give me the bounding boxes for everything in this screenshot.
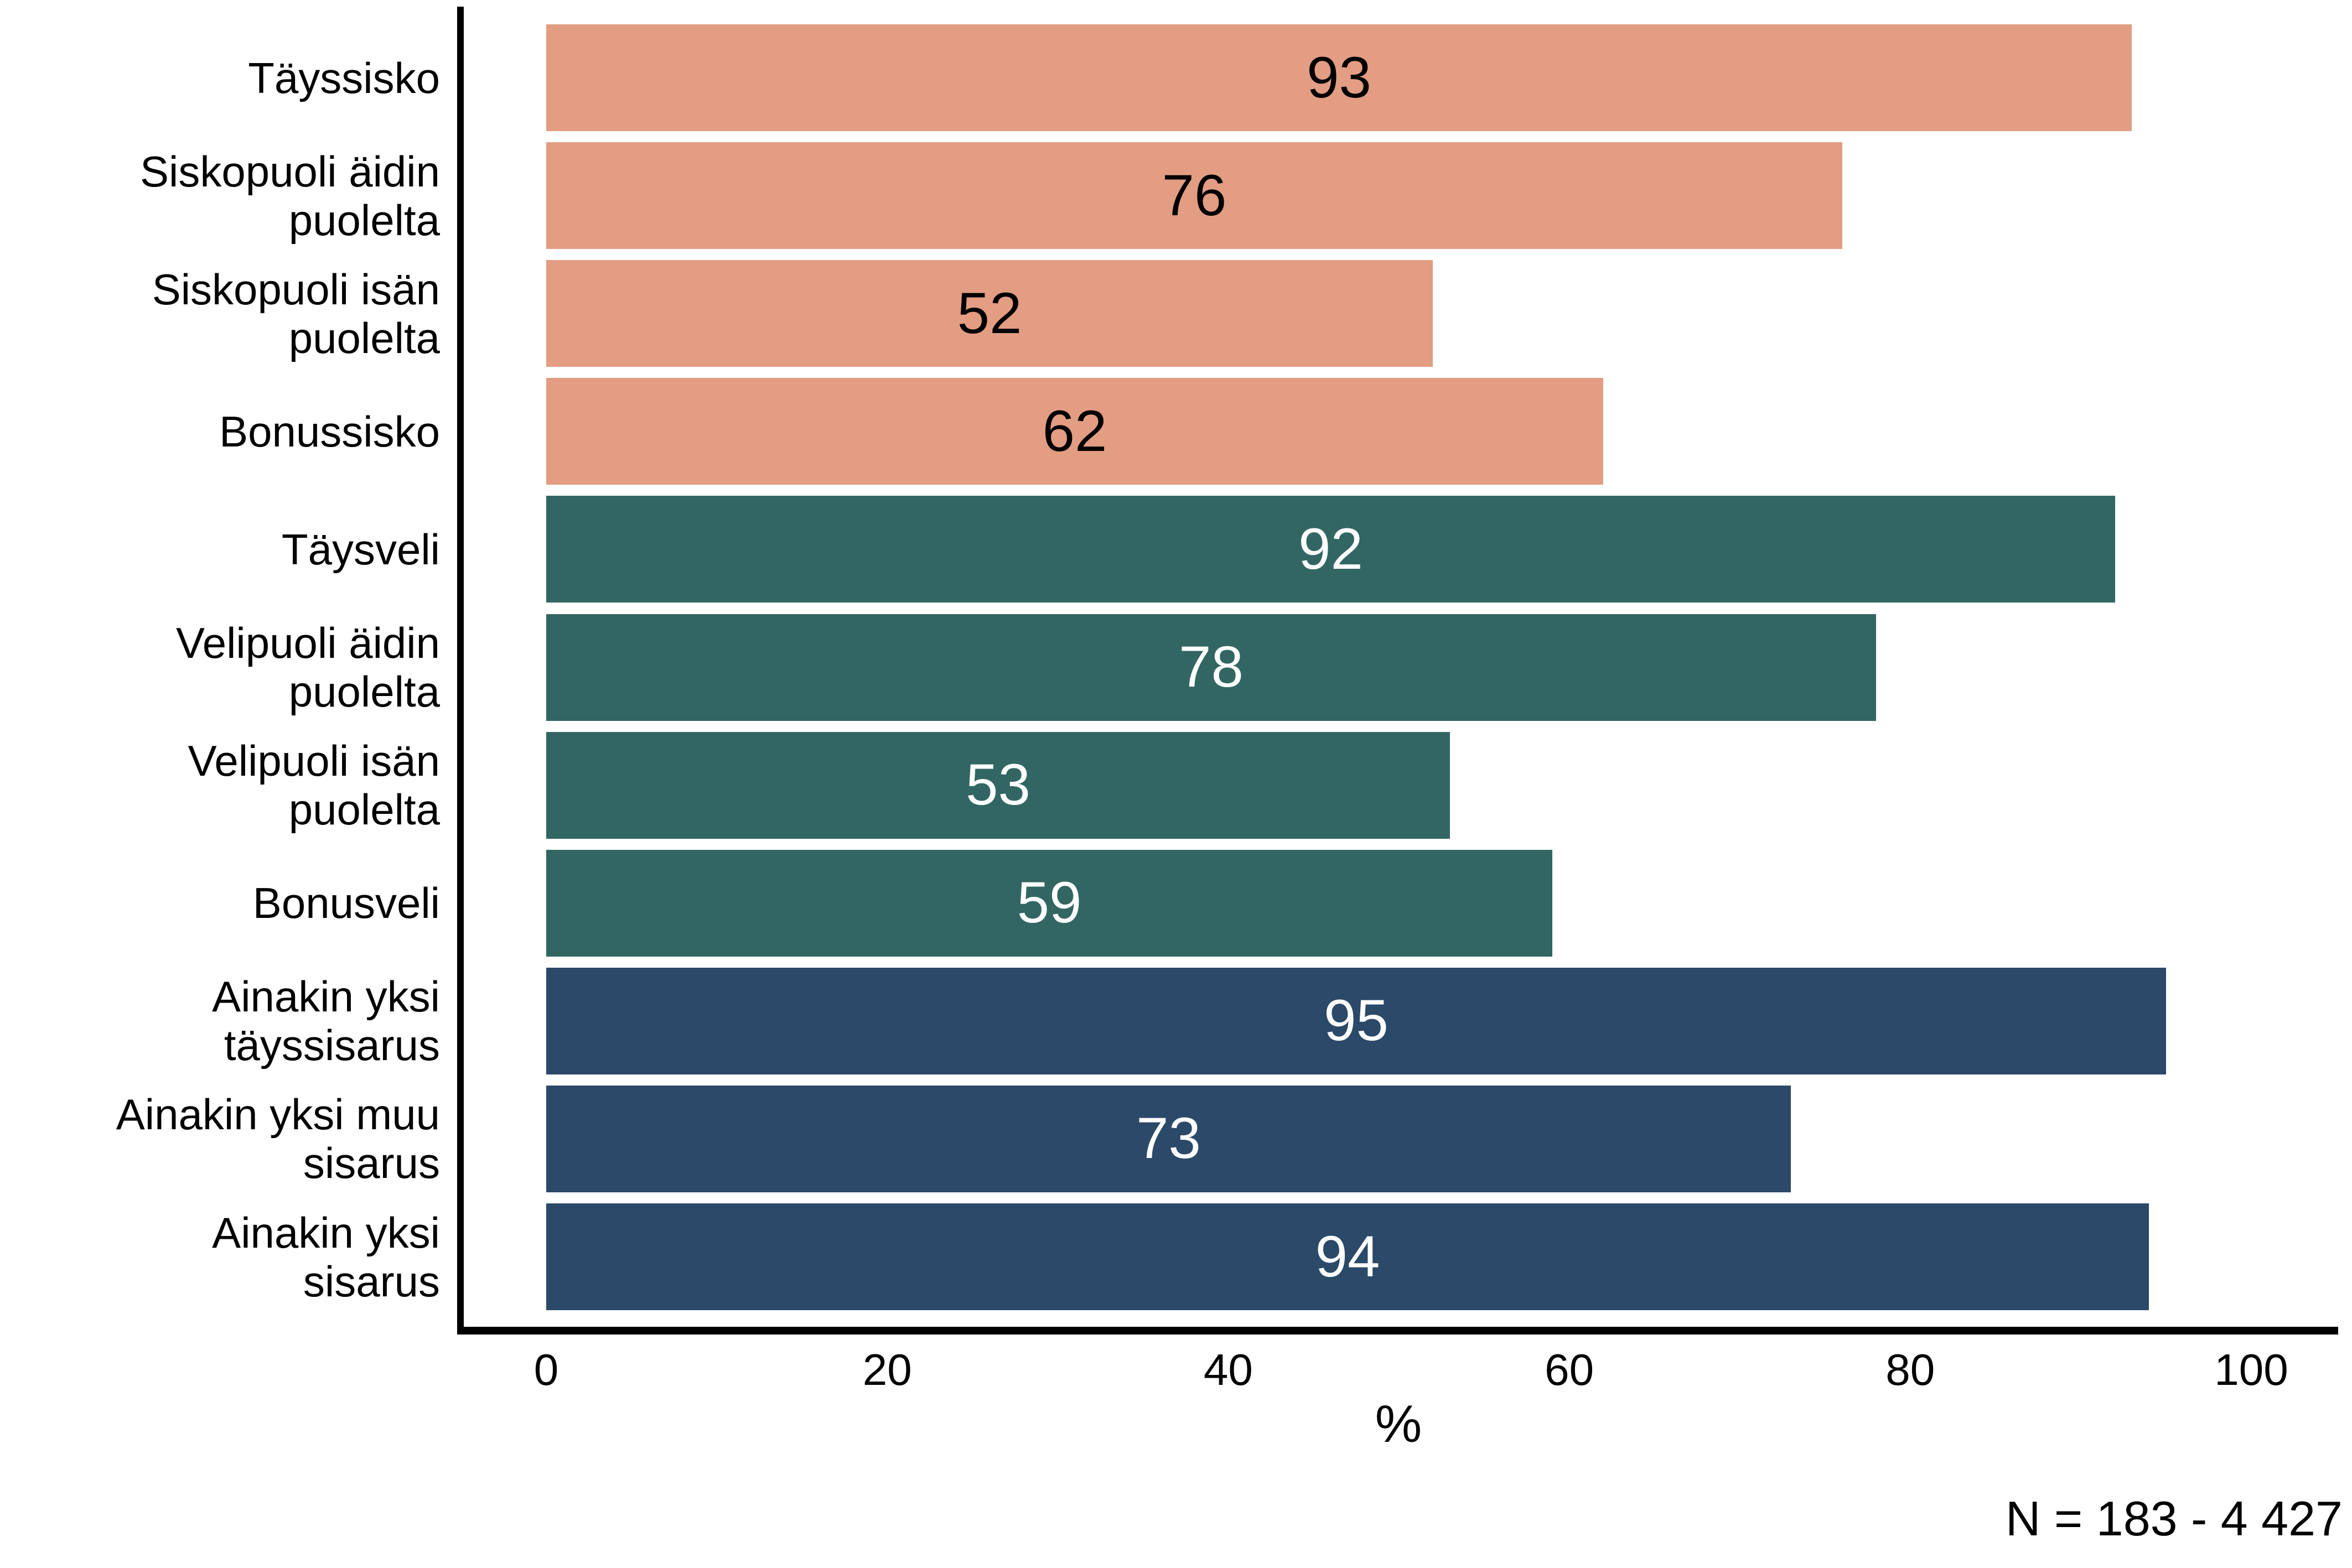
bar-value-label: 53 bbox=[966, 752, 1030, 818]
category-label: Bonusveli bbox=[252, 879, 440, 928]
bar-value-label: 93 bbox=[1307, 45, 1371, 110]
bar: 94 bbox=[546, 1203, 2149, 1310]
category-label: Velipuoli isän puolelta bbox=[188, 736, 440, 834]
bar-value-label: 92 bbox=[1298, 516, 1363, 581]
x-tick-label: 0 bbox=[533, 1345, 559, 1394]
bar: 62 bbox=[546, 378, 1603, 485]
bar: 76 bbox=[546, 142, 1842, 250]
x-axis-line bbox=[457, 1327, 2338, 1335]
category-label: Täysveli bbox=[281, 525, 440, 574]
x-tick-label: 60 bbox=[1545, 1345, 1594, 1394]
bar: 53 bbox=[546, 731, 1450, 839]
bar: 93 bbox=[546, 24, 2132, 131]
sample-size-note: N = 183 - 4 427 bbox=[2005, 1491, 2343, 1546]
category-label: Bonussisko bbox=[219, 407, 440, 456]
category-label: Siskopuoli äidin puolelta bbox=[139, 147, 440, 245]
bar: 95 bbox=[546, 967, 2166, 1074]
category-label: Täyssisko bbox=[248, 53, 440, 102]
category-label: Ainakin yksi sisarus bbox=[212, 1208, 440, 1306]
bar: 78 bbox=[546, 614, 1876, 721]
x-axis-title: % bbox=[1375, 1395, 1422, 1453]
bar: 92 bbox=[546, 496, 2115, 603]
bar-value-label: 52 bbox=[957, 281, 1022, 346]
bar-value-label: 59 bbox=[1017, 870, 1082, 936]
category-label: Ainakin yksi muu sisarus bbox=[116, 1090, 440, 1188]
bar-value-label: 76 bbox=[1162, 163, 1227, 228]
x-tick-label: 80 bbox=[1885, 1345, 1935, 1394]
category-label: Siskopuoli isän puolelta bbox=[152, 264, 440, 362]
bar-value-label: 78 bbox=[1179, 635, 1244, 699]
bar-value-label: 94 bbox=[1315, 1224, 1380, 1289]
bar-value-label: 62 bbox=[1042, 398, 1107, 464]
bar: 73 bbox=[546, 1085, 1791, 1192]
bar: 52 bbox=[546, 260, 1433, 367]
category-label: Ainakin yksi täyssisarus bbox=[212, 972, 440, 1070]
x-tick-label: 40 bbox=[1203, 1345, 1253, 1394]
x-tick-label: 100 bbox=[2214, 1345, 2288, 1394]
x-tick-label: 20 bbox=[862, 1345, 912, 1394]
bar-value-label: 73 bbox=[1136, 1106, 1201, 1171]
y-axis-line bbox=[457, 7, 464, 1335]
bar-value-label: 95 bbox=[1324, 988, 1389, 1053]
category-label: Velipuoli äidin puolelta bbox=[175, 619, 440, 716]
bar: 59 bbox=[546, 849, 1552, 957]
